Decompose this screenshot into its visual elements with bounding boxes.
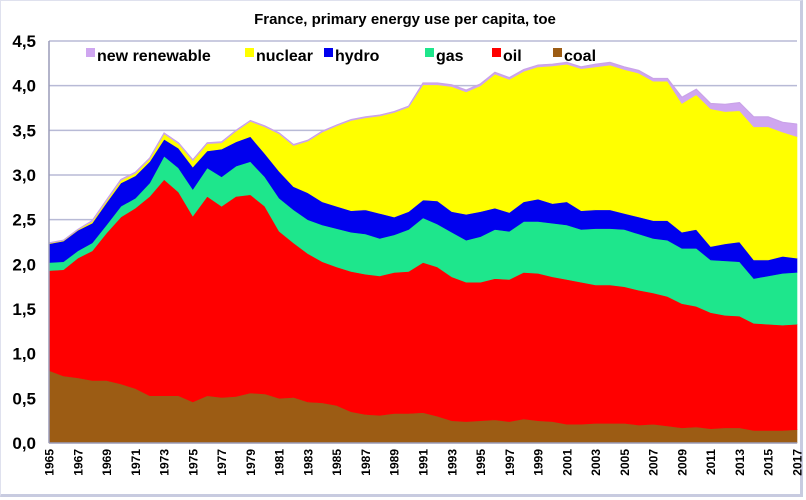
x-tick-label: 2007	[647, 449, 661, 476]
x-tick-label: 1995	[474, 449, 488, 476]
legend-swatch	[245, 48, 254, 57]
x-tick-label: 1979	[244, 449, 258, 476]
y-tick-label: 2,0	[12, 255, 36, 274]
legend-swatch	[86, 48, 95, 57]
x-tick-label: 2011	[704, 449, 718, 475]
x-tick-label: 1981	[273, 449, 287, 476]
y-tick-label: 4,5	[12, 32, 36, 51]
x-tick-label: 2013	[733, 449, 747, 476]
legend-label: new renewable	[97, 48, 211, 65]
x-tick-label: 1983	[301, 449, 315, 476]
x-tick-label: 2005	[618, 449, 632, 476]
x-tick-label: 2015	[762, 449, 776, 476]
x-tick-label: 2009	[675, 449, 689, 476]
legend: new renewable nuclear hydro gas oil coal	[86, 48, 596, 65]
legend-swatch	[324, 48, 333, 57]
legend-swatch	[553, 48, 562, 57]
legend-item-oil: oil	[492, 48, 522, 65]
legend-item-new-renewable: new renewable	[86, 48, 211, 65]
x-tick-label: 1989	[388, 449, 402, 476]
total-outline	[48, 61, 798, 244]
y-tick-label: 4,0	[12, 77, 36, 96]
stacked-areas	[48, 61, 798, 444]
x-tick-label: 1999	[532, 449, 546, 476]
x-tick-label: 1977	[215, 449, 229, 476]
y-tick-label: 1,5	[12, 300, 36, 319]
chart-title: France, primary energy use per capita, t…	[254, 11, 556, 28]
x-tick-label: 1975	[186, 449, 200, 476]
legend-label: gas	[436, 48, 464, 65]
legend-swatch	[492, 48, 501, 57]
legend-item-hydro: hydro	[324, 48, 380, 65]
x-tick-label: 1997	[503, 449, 517, 476]
y-tick-label: 3,5	[12, 121, 36, 140]
x-tick-label: 1967	[71, 449, 85, 476]
x-tick-label: 1965	[43, 449, 57, 476]
legend-item-gas: gas	[425, 48, 464, 65]
y-tick-label: 1,0	[12, 345, 36, 364]
x-tick-label: 2017	[791, 449, 805, 476]
y-tick-label: 0,0	[12, 434, 36, 453]
legend-label: hydro	[335, 48, 380, 65]
x-tick-label: 1991	[417, 449, 431, 476]
x-tick-label: 1987	[359, 449, 373, 476]
y-tick-label: 0,5	[12, 389, 36, 408]
axes	[48, 41, 797, 444]
x-tick-label: 2001	[560, 449, 574, 476]
y-tick-label: 3,0	[12, 166, 36, 185]
legend-label: oil	[503, 48, 522, 65]
x-tick-label: 1985	[330, 449, 344, 476]
legend-label: nuclear	[256, 48, 313, 65]
y-axis-ticks: 0,0 0,5 1,0 1,5 2,0 2,5 3,0 3,5 4,0 4,5	[12, 32, 36, 453]
legend-item-coal: coal	[553, 48, 596, 65]
x-tick-label: 1993	[445, 449, 459, 476]
legend-label: coal	[564, 48, 596, 65]
legend-swatch	[425, 48, 434, 57]
x-tick-label: 1969	[100, 449, 114, 476]
legend-item-nuclear: nuclear	[245, 48, 313, 65]
y-tick-label: 2,5	[12, 211, 36, 230]
x-tick-label: 2003	[589, 449, 603, 476]
x-tick-label: 1973	[158, 449, 172, 476]
x-axis-ticks: 1965 1967 1969 1971 1973 1975 1977 1979 1981 1983…	[43, 449, 805, 476]
x-tick-label: 1971	[129, 449, 143, 476]
